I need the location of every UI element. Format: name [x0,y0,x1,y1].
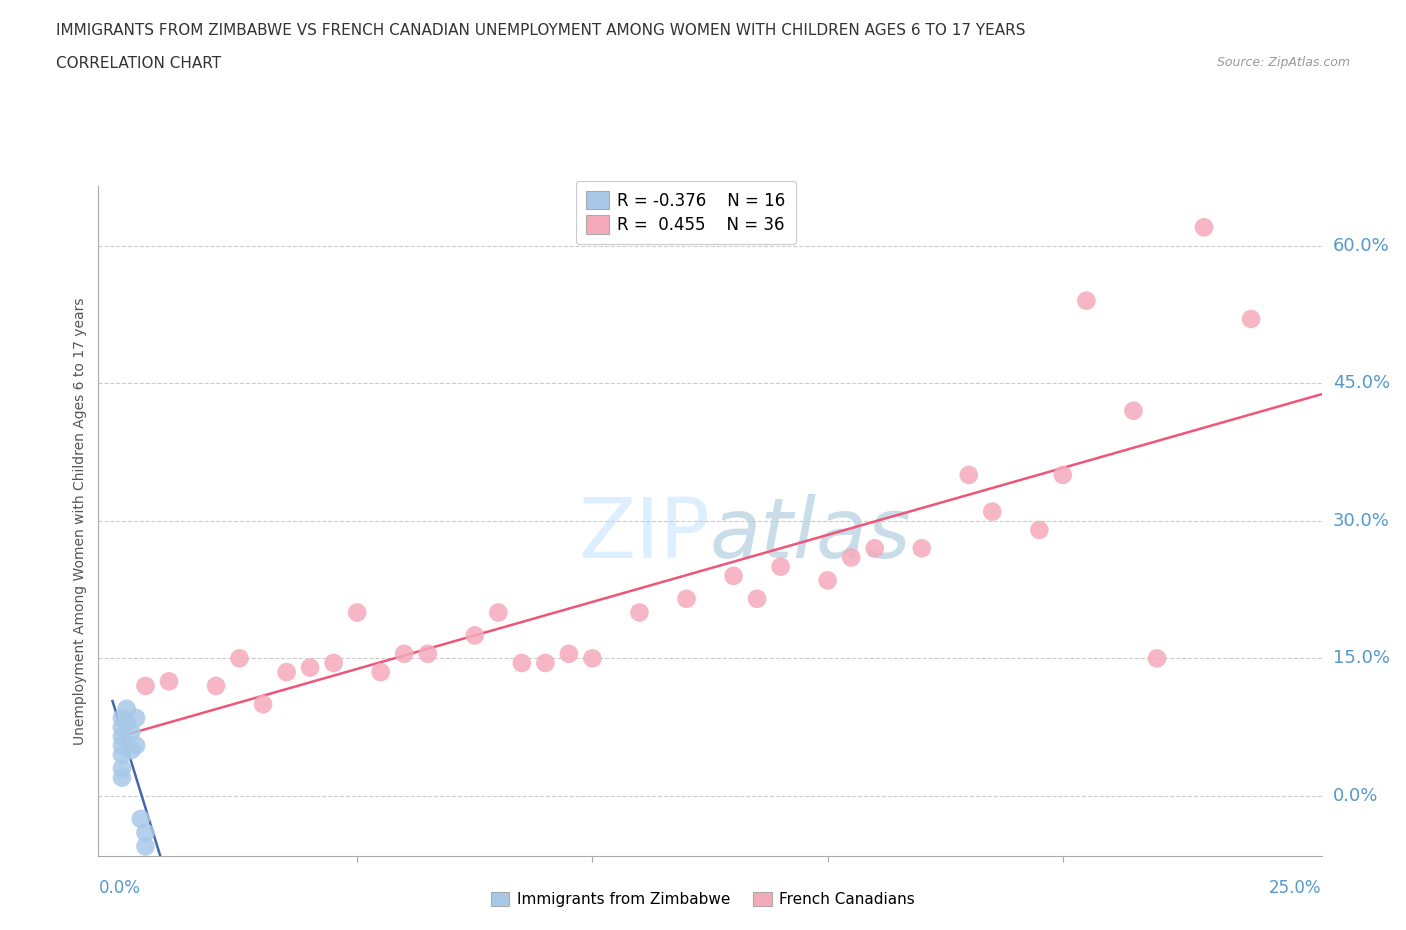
Legend: R = -0.376    N = 16, R =  0.455    N = 36: R = -0.376 N = 16, R = 0.455 N = 36 [575,181,796,244]
Point [839,550,862,565]
Point [486,605,509,620]
Point [111,770,134,785]
Point [628,605,651,620]
Y-axis label: Unemployment Among Women with Children Ages 6 to 17 years: Unemployment Among Women with Children A… [73,297,87,745]
Point [322,656,344,671]
Text: 25.0%: 25.0% [1270,879,1322,897]
Point [134,839,156,854]
Text: CORRELATION CHART: CORRELATION CHART [56,56,221,71]
Point [769,559,792,574]
Point [125,711,148,725]
Text: 0.0%: 0.0% [98,879,141,897]
Point [299,660,322,675]
Point [1052,468,1074,483]
Point [111,748,134,763]
Point [111,761,134,776]
Text: 15.0%: 15.0% [1333,649,1389,668]
Legend: Immigrants from Zimbabwe, French Canadians: Immigrants from Zimbabwe, French Canadia… [485,885,921,913]
Point [228,651,250,666]
Point [111,729,134,744]
Point [1122,404,1144,418]
Text: Source: ZipAtlas.com: Source: ZipAtlas.com [1216,56,1350,69]
Text: 60.0%: 60.0% [1333,236,1389,255]
Point [205,679,228,694]
Point [134,679,156,694]
Point [723,568,745,583]
Point [981,504,1004,519]
Point [370,665,392,680]
Point [510,656,533,671]
Point [675,591,697,606]
Point [134,825,156,840]
Text: atlas: atlas [710,494,911,575]
Point [252,697,274,711]
Point [1192,219,1215,234]
Point [111,720,134,735]
Text: IMMIGRANTS FROM ZIMBABWE VS FRENCH CANADIAN UNEMPLOYMENT AMONG WOMEN WITH CHILDR: IMMIGRANTS FROM ZIMBABWE VS FRENCH CANAD… [56,23,1026,38]
Point [911,541,934,556]
Point [817,573,839,588]
Point [120,743,142,758]
Point [1146,651,1168,666]
Point [558,646,581,661]
Point [957,468,980,483]
Point [115,701,138,716]
Point [416,646,439,661]
Point [581,651,603,666]
Text: 30.0%: 30.0% [1333,512,1389,530]
Point [276,665,298,680]
Text: 0.0%: 0.0% [1333,787,1378,805]
Point [863,541,886,556]
Point [1028,523,1050,538]
Point [346,605,368,620]
Point [745,591,768,606]
Point [1240,312,1263,326]
Point [120,724,142,739]
Point [111,738,134,753]
Point [111,711,134,725]
Text: 45.0%: 45.0% [1333,374,1391,392]
Point [534,656,557,671]
Point [157,674,180,689]
Point [1076,293,1098,308]
Point [125,738,148,753]
Point [129,812,152,827]
Point [464,628,486,643]
Text: ZIP: ZIP [578,494,710,575]
Point [115,715,138,730]
Point [392,646,415,661]
